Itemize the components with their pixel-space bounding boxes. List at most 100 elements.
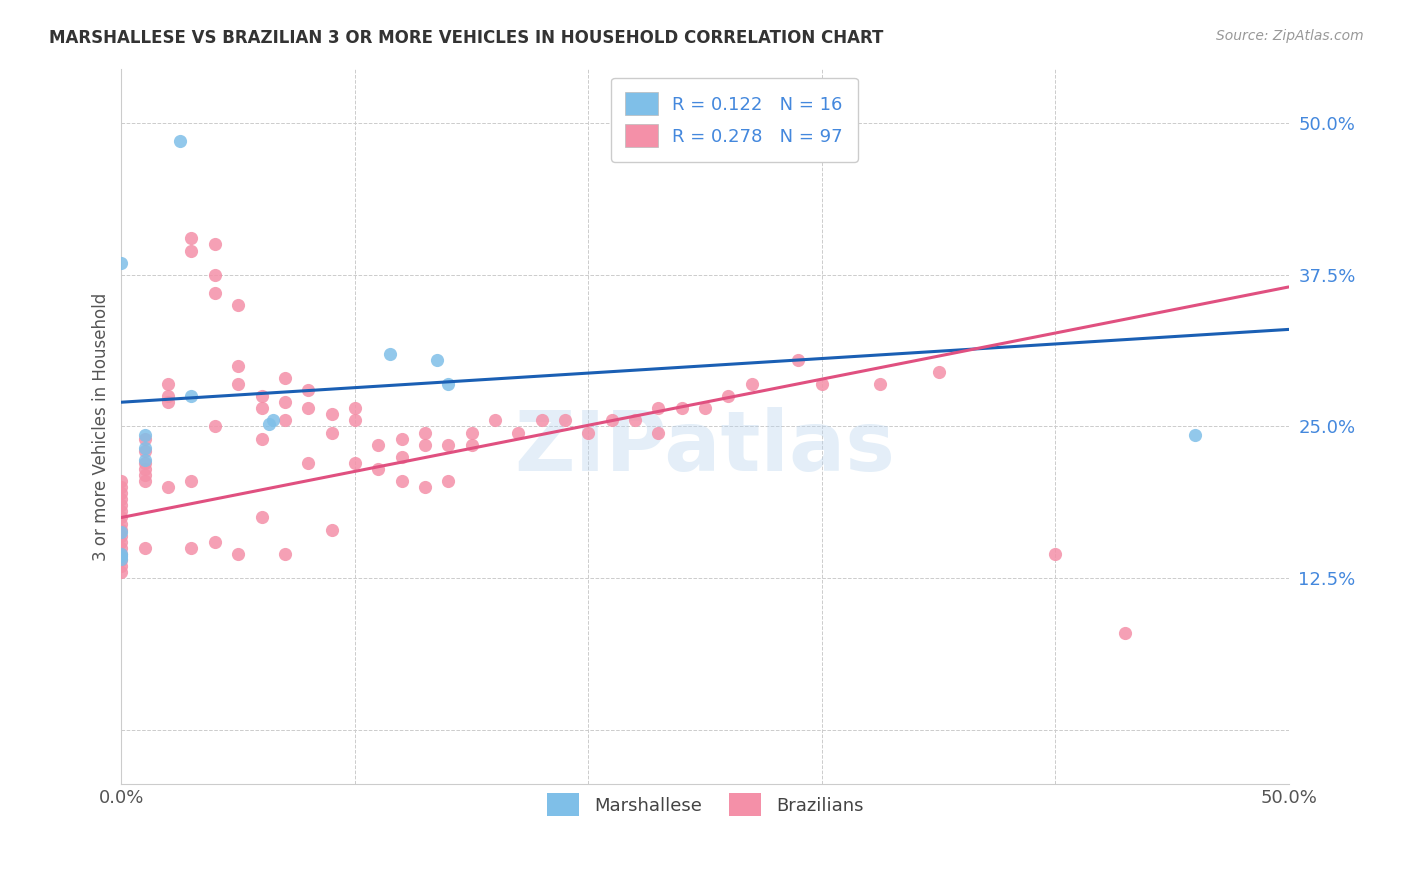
Point	[437, 376, 460, 391]
Point	[250, 510, 273, 524]
Point	[460, 438, 482, 452]
Point	[134, 443, 156, 458]
Point	[274, 413, 297, 427]
Point	[134, 453, 156, 467]
Point	[134, 468, 156, 483]
Point	[671, 401, 693, 416]
Point	[343, 413, 366, 427]
Point	[484, 413, 506, 427]
Point	[110, 524, 132, 539]
Legend: Marshallese, Brazilians: Marshallese, Brazilians	[538, 784, 872, 825]
Point	[110, 504, 132, 518]
Point	[110, 551, 132, 566]
Point	[134, 541, 156, 555]
Point	[321, 408, 343, 422]
Point	[413, 425, 436, 440]
Point	[157, 395, 180, 409]
Point	[647, 401, 669, 416]
Y-axis label: 3 or more Vehicles in Household: 3 or more Vehicles in Household	[93, 293, 110, 560]
Point	[321, 425, 343, 440]
Point	[391, 432, 413, 446]
Point	[530, 413, 553, 427]
Point	[600, 413, 623, 427]
Point	[180, 231, 202, 245]
Point	[180, 244, 202, 258]
Point	[226, 547, 249, 561]
Point	[110, 541, 132, 555]
Point	[110, 553, 132, 567]
Point	[226, 376, 249, 391]
Point	[110, 516, 132, 531]
Point	[554, 413, 576, 427]
Point	[257, 417, 280, 431]
Point	[180, 474, 202, 488]
Point	[110, 523, 132, 537]
Point	[1114, 625, 1136, 640]
Point	[391, 474, 413, 488]
Point	[321, 523, 343, 537]
Point	[1045, 547, 1067, 561]
Point	[110, 547, 132, 561]
Point	[274, 395, 297, 409]
Text: Source: ZipAtlas.com: Source: ZipAtlas.com	[1216, 29, 1364, 43]
Point	[204, 268, 226, 282]
Point	[110, 534, 132, 549]
Point	[180, 541, 202, 555]
Point	[169, 134, 191, 148]
Point	[391, 450, 413, 464]
Point	[134, 428, 156, 442]
Point	[134, 462, 156, 476]
Point	[367, 438, 389, 452]
Text: ZIPatlas: ZIPatlas	[515, 408, 896, 489]
Point	[110, 474, 132, 488]
Point	[343, 401, 366, 416]
Point	[110, 255, 132, 269]
Point	[297, 456, 319, 470]
Point	[741, 376, 763, 391]
Point	[460, 425, 482, 440]
Point	[204, 534, 226, 549]
Point	[110, 486, 132, 500]
Point	[110, 510, 132, 524]
Point	[262, 413, 284, 427]
Point	[134, 474, 156, 488]
Point	[869, 376, 891, 391]
Point	[250, 401, 273, 416]
Point	[787, 352, 810, 367]
Point	[647, 425, 669, 440]
Point	[297, 383, 319, 397]
Point	[134, 456, 156, 470]
Point	[250, 389, 273, 403]
Point	[110, 480, 132, 494]
Point	[204, 237, 226, 252]
Point	[274, 547, 297, 561]
Point	[378, 346, 401, 360]
Point	[437, 438, 460, 452]
Text: MARSHALLESE VS BRAZILIAN 3 OR MORE VEHICLES IN HOUSEHOLD CORRELATION CHART: MARSHALLESE VS BRAZILIAN 3 OR MORE VEHIC…	[49, 29, 883, 46]
Point	[204, 285, 226, 300]
Point	[226, 298, 249, 312]
Point	[508, 425, 530, 440]
Point	[110, 547, 132, 561]
Point	[110, 499, 132, 513]
Point	[811, 376, 834, 391]
Point	[928, 365, 950, 379]
Point	[134, 432, 156, 446]
Point	[157, 376, 180, 391]
Point	[157, 480, 180, 494]
Point	[204, 419, 226, 434]
Point	[110, 492, 132, 507]
Point	[413, 438, 436, 452]
Point	[110, 565, 132, 579]
Point	[717, 389, 740, 403]
Point	[693, 401, 716, 416]
Point	[624, 413, 647, 427]
Point	[110, 559, 132, 574]
Point	[437, 474, 460, 488]
Point	[367, 462, 389, 476]
Point	[110, 549, 132, 564]
Point	[576, 425, 599, 440]
Point	[413, 480, 436, 494]
Point	[426, 352, 449, 367]
Point	[157, 389, 180, 403]
